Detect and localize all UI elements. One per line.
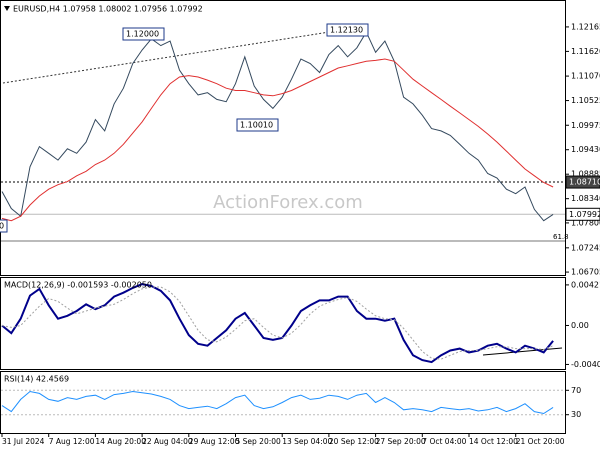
y-tick-label: 1.12165 [571, 22, 600, 31]
x-tick-label: 5 Sep 20:00 [236, 437, 282, 446]
annotation: 1.12130 [330, 26, 363, 35]
panel-title: RSI(14) 42.4569 [4, 375, 69, 384]
x-tick-label: 14 Oct 12:00 [469, 437, 518, 446]
series-line [1, 58, 554, 222]
fib-label: 61.8 [553, 233, 569, 241]
annotation: 0 [0, 222, 4, 231]
watermark: ActionForex.com [213, 192, 363, 213]
y-tick-label: 1.09430 [571, 145, 600, 154]
y-tick-label: 0.004214 [571, 280, 600, 289]
series-line [1, 286, 554, 360]
price-tag [565, 207, 600, 221]
y-tick-label: 1.07800 [571, 218, 600, 227]
annotation-box [326, 23, 369, 37]
y-tick-label: 1.08885 [571, 170, 600, 179]
x-tick-label: 7 Oct 04:00 [422, 437, 466, 446]
series-line [1, 31, 554, 222]
price-panel [0, 0, 566, 276]
x-tick-label: 14 Aug 20:00 [95, 437, 146, 446]
y-tick-label: 70 [571, 386, 581, 395]
y-tick-label: 1.11070 [571, 72, 600, 81]
price-tag-label: 1.07992 [569, 210, 600, 219]
x-tick-label: 21 Oct 20:00 [516, 437, 565, 446]
x-tick-label: 13 Sep 04:00 [282, 437, 332, 446]
price-tag-label: 1.08710 [569, 178, 600, 187]
x-tick-label: 20 Sep 12:00 [329, 437, 379, 446]
annotation-box [122, 27, 165, 41]
panel-title: EURUSD,H4 1.07958 1.08002 1.07956 1.0799… [13, 5, 203, 14]
y-tick-label: 30 [571, 410, 581, 419]
annotation-box [236, 118, 279, 132]
y-tick-label: 1.06705 [571, 268, 600, 277]
x-tick-label: 7 Aug 12:00 [49, 437, 95, 446]
annotation: 1.10010 [240, 121, 273, 130]
y-tick-label: 1.08340 [571, 194, 600, 203]
collapse-icon [4, 6, 10, 11]
trend-line [482, 347, 563, 356]
y-tick-label: 1.10525 [571, 96, 600, 105]
trend-line [2, 27, 356, 84]
macd-panel [0, 277, 566, 370]
annotation-box [0, 219, 8, 233]
x-tick-label: 31 Jul 2024 [2, 437, 45, 446]
y-tick-label: 1.09975 [571, 121, 600, 130]
rsi-panel [0, 371, 566, 434]
y-tick-label: 0.00 [571, 321, 589, 330]
y-tick-label: -0.004047 [571, 360, 600, 369]
x-tick-label: 29 Aug 12:00 [189, 437, 240, 446]
x-tick-label: 22 Aug 04:00 [142, 437, 193, 446]
series-line [1, 390, 554, 415]
annotation: 1.12000 [126, 30, 159, 39]
y-tick-label: 1.07245 [571, 243, 600, 252]
price-tag [565, 175, 600, 189]
panel-title: MACD(12,26,9) -0.001593 -0.002050 [4, 281, 152, 290]
y-tick-label: 1.11620 [571, 47, 600, 56]
x-tick-label: 27 Sep 20:00 [376, 437, 426, 446]
